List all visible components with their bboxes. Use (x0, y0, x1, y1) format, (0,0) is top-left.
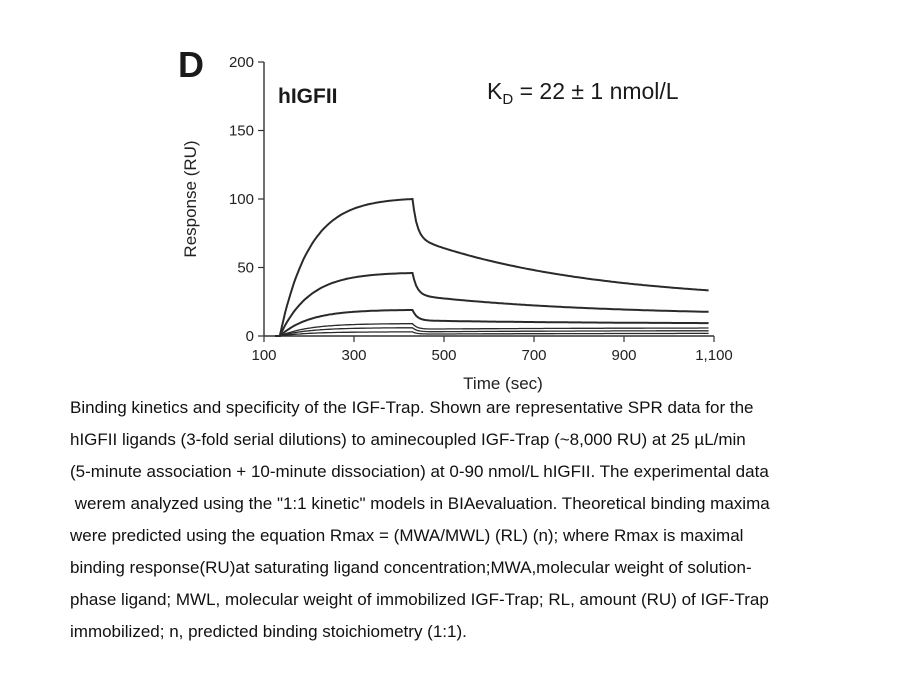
caption-line: phase ligand; MWL, molecular weight of i… (70, 590, 769, 609)
y-tick-label: 100 (229, 191, 254, 208)
sensorgram-curve (275, 272, 709, 337)
kd-subscript: D (502, 91, 513, 108)
kd-value: = 22 ± 1 nmol/L (513, 78, 679, 104)
y-tick-label: 150 (229, 123, 254, 140)
x-tick-label: 500 (431, 347, 456, 364)
caption-line: werem analyzed using the "1:1 kinetic" m… (70, 494, 770, 513)
ticks-layer: 100 300 500 700 900 1,100 0 50 100 150 200 (229, 54, 733, 364)
kd-annotation: KD = 22 ± 1 nmol/L (487, 78, 679, 108)
sensorgram-curve (275, 197, 709, 337)
caption-line: (5-minute association + 10-minute dissoc… (70, 462, 769, 481)
caption-line: were predicted using the equation Rmax =… (70, 526, 744, 545)
sensorgram-curve (275, 327, 709, 337)
x-axis-title: Time (sec) (463, 374, 543, 393)
y-tick-label: 200 (229, 54, 254, 71)
y-axis-title: Response (RU) (181, 140, 200, 257)
x-tick-label: 300 (341, 347, 366, 364)
y-tick-label: 0 (246, 328, 254, 345)
spr-chart: D 100 300 500 700 900 1,100 0 50 100 150 200 hIGFI… (178, 44, 733, 393)
sensorgram-curve (275, 331, 709, 337)
x-tick-label: 1,100 (695, 347, 733, 364)
chart-title: hIGFII (278, 85, 338, 108)
caption-line: Binding kinetics and specificity of the … (70, 398, 754, 417)
y-tick-label: 50 (237, 260, 254, 277)
caption-line: immobilized; n, predicted binding stoich… (70, 622, 467, 641)
sensorgram-curve (275, 323, 709, 337)
panel-label: D (178, 44, 204, 85)
caption-line: binding response(RU)at saturating ligand… (70, 558, 752, 577)
kd-symbol: K (487, 78, 503, 104)
caption-line: hIGFII ligands (3-fold serial dilutions)… (70, 430, 746, 449)
x-tick-label: 700 (521, 347, 546, 364)
sensorgram-curve (275, 309, 709, 337)
x-tick-label: 100 (251, 347, 276, 364)
figure-caption: Binding kinetics and specificity of the … (70, 392, 860, 648)
curves-layer (275, 197, 709, 337)
x-tick-label: 900 (611, 347, 636, 364)
